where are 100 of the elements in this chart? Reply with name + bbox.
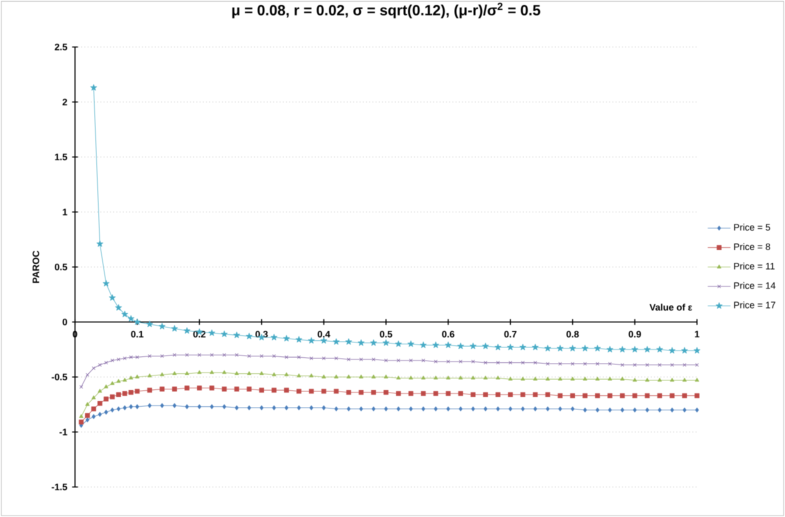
point <box>308 388 314 394</box>
point <box>104 396 109 402</box>
point <box>608 393 612 398</box>
point <box>532 344 539 350</box>
point <box>334 406 338 412</box>
point <box>508 406 512 412</box>
point <box>558 393 563 398</box>
point <box>284 388 289 393</box>
point <box>507 344 514 350</box>
point <box>619 346 626 352</box>
point <box>421 376 426 380</box>
point <box>122 356 127 360</box>
point <box>408 376 413 380</box>
point <box>234 353 239 357</box>
point <box>346 406 351 412</box>
point <box>220 330 228 337</box>
point <box>471 406 475 412</box>
point <box>260 405 264 410</box>
point <box>422 358 426 362</box>
point <box>371 374 376 378</box>
y-axis-title: PAROC <box>32 250 40 283</box>
point <box>210 404 214 410</box>
point <box>270 334 278 340</box>
point <box>98 412 102 417</box>
point <box>508 392 513 397</box>
point <box>694 347 700 354</box>
point <box>532 392 538 397</box>
y-tick-label: 2 <box>62 98 68 106</box>
point <box>520 376 525 381</box>
point <box>247 405 252 410</box>
point <box>297 405 301 410</box>
point <box>632 408 637 412</box>
y-tick-label: -1.5 <box>52 484 68 490</box>
point <box>210 353 214 357</box>
point <box>608 376 612 381</box>
point <box>496 392 500 397</box>
point <box>470 342 476 350</box>
point <box>222 370 226 374</box>
point <box>233 332 240 338</box>
point <box>556 344 564 352</box>
point <box>682 393 687 398</box>
point <box>234 371 239 376</box>
point <box>259 388 264 393</box>
point <box>284 355 288 359</box>
point <box>632 393 638 398</box>
point <box>396 391 401 396</box>
point <box>79 414 84 418</box>
point <box>644 346 651 352</box>
point <box>296 388 302 394</box>
point <box>148 354 152 358</box>
point <box>160 372 164 376</box>
point <box>158 322 166 330</box>
point <box>272 405 276 410</box>
point <box>508 360 512 364</box>
point <box>444 342 452 348</box>
point <box>596 408 600 412</box>
point <box>97 400 102 406</box>
y-tick-label: 0 <box>62 318 68 326</box>
point <box>582 344 588 352</box>
point <box>658 363 662 367</box>
point <box>409 358 413 362</box>
point <box>129 404 133 410</box>
point <box>570 393 576 398</box>
point <box>372 406 376 412</box>
point <box>606 346 614 352</box>
point <box>520 406 525 412</box>
point <box>296 336 302 342</box>
point <box>494 344 502 350</box>
point <box>695 408 699 412</box>
point <box>272 372 276 376</box>
point <box>104 360 108 364</box>
point <box>457 342 464 350</box>
point <box>160 386 164 392</box>
point <box>148 373 152 378</box>
point <box>322 356 326 360</box>
point <box>147 388 152 393</box>
point <box>210 370 214 374</box>
point <box>259 371 264 376</box>
point <box>633 363 637 367</box>
point <box>596 362 600 366</box>
point <box>496 376 500 380</box>
point <box>184 371 190 376</box>
point <box>682 408 686 412</box>
point <box>545 392 550 397</box>
point <box>670 408 674 412</box>
y-tick-label: -1 <box>60 428 68 436</box>
point <box>482 342 489 350</box>
x-tick-label: 0.7 <box>504 330 516 338</box>
point <box>384 390 388 395</box>
point <box>446 406 450 412</box>
point <box>122 391 128 396</box>
point <box>358 339 364 346</box>
point <box>608 362 612 366</box>
point <box>583 362 587 366</box>
point <box>322 405 326 410</box>
point <box>420 391 426 396</box>
point <box>345 338 352 345</box>
point <box>408 391 414 396</box>
point <box>185 404 189 410</box>
point <box>420 342 427 348</box>
